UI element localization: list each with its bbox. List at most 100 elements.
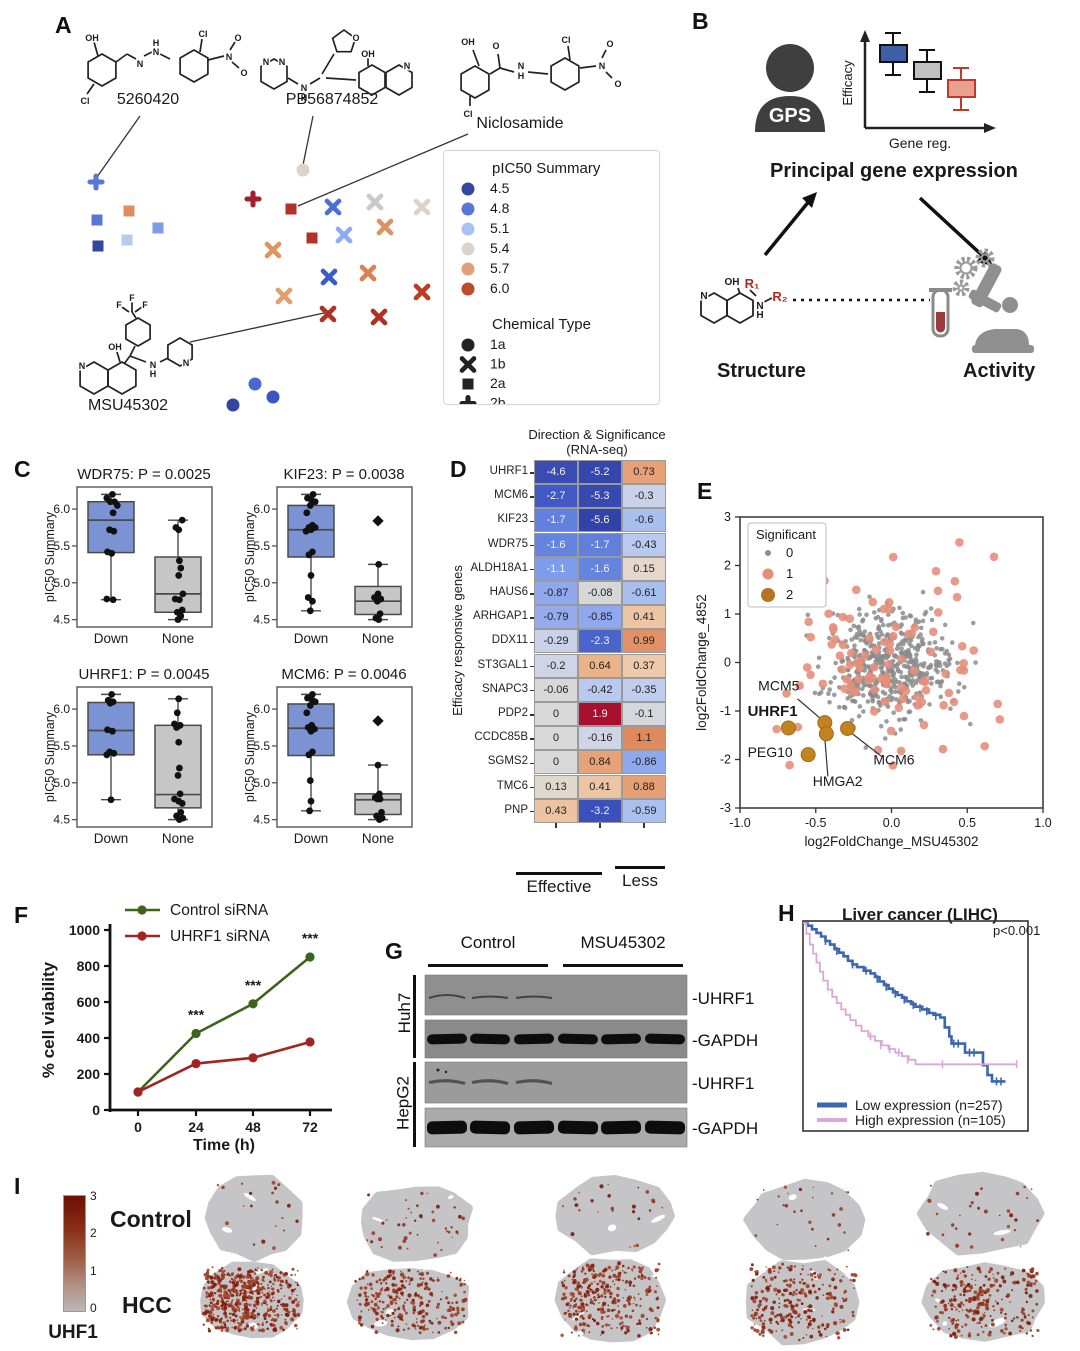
heatmap-cell: -5.6: [578, 508, 622, 533]
svg-text:GPS: GPS: [769, 105, 811, 127]
uhrf1-band-label-2: -UHRF1: [692, 1074, 755, 1093]
heatmap-cell: -3.2: [578, 798, 622, 823]
svg-text:4.5: 4.5: [53, 813, 70, 827]
heatmap-cell: -1.7: [534, 508, 578, 533]
svg-text:Down: Down: [94, 631, 129, 646]
svg-text:6.0: 6.0: [53, 502, 70, 516]
svg-text:pIC50 Summary: pIC50 Summary: [492, 160, 601, 177]
svg-text:72: 72: [302, 1119, 318, 1135]
svg-text:pIC50 Summary: pIC50 Summary: [45, 511, 57, 602]
svg-text:N: N: [756, 301, 763, 312]
svg-text:1a: 1a: [490, 336, 506, 352]
svg-text:5.4: 5.4: [490, 240, 510, 256]
svg-text:-0.5: -0.5: [805, 816, 827, 830]
heatmap-cell: -1.6: [534, 532, 578, 557]
svg-text:6.0: 6.0: [490, 280, 510, 296]
svg-text:5.5: 5.5: [253, 739, 270, 753]
hcc-tissue-section: [554, 1258, 666, 1343]
svg-text:H: H: [153, 38, 160, 48]
svg-text:24: 24: [188, 1119, 204, 1135]
svg-text:H: H: [518, 71, 525, 81]
svg-text:PB56874852: PB56874852: [286, 91, 379, 108]
heatmap-cell: -0.87: [534, 581, 578, 605]
heatmap-cell: 0.15: [622, 556, 666, 581]
uhrf1-band-label-1: -UHRF1: [692, 989, 755, 1008]
svg-text:0.0: 0.0: [883, 816, 900, 830]
svg-text:1: 1: [724, 607, 731, 621]
svg-text:Down: Down: [294, 631, 329, 646]
heatmap-cell: -2.3: [578, 629, 622, 654]
svg-text:4.5: 4.5: [53, 613, 70, 627]
compound-point: [366, 193, 384, 211]
svg-text:0: 0: [724, 656, 731, 670]
svg-text:MCM5: MCM5: [758, 678, 799, 694]
heatmap-cell: 0: [534, 702, 578, 726]
compound-point: [306, 232, 318, 244]
activity-label: Activity: [963, 360, 1036, 382]
svg-text:-1: -1: [720, 704, 731, 718]
msu-lanes-underline: [563, 964, 683, 967]
heatmap-cell: -0.6: [622, 508, 666, 533]
svg-text:1000: 1000: [69, 922, 100, 938]
gapdh-band-label-1: -GAPDH: [692, 1031, 759, 1050]
svg-text:2a: 2a: [490, 375, 506, 391]
compound-point: [359, 264, 377, 282]
compound-point: [370, 308, 388, 326]
heatmap-cell: 0: [534, 726, 578, 751]
panel-e-scatter: 3 2 1 0 -1 -2 -3-1.0 -0.5 0.0 0.5 1.0 log2FoldChang…: [694, 510, 1052, 849]
gene-point-hmga2: [818, 726, 834, 742]
svg-text:1.0: 1.0: [1034, 816, 1051, 830]
heatmap-cell: -0.2: [534, 653, 578, 678]
panel-g-western-blots: [424, 974, 688, 1148]
svg-text:F: F: [142, 300, 148, 310]
hepg2-label: HepG2: [393, 1076, 413, 1130]
svg-text:% cell viability: % cell viability: [39, 961, 58, 1078]
svg-text:Low expression (n=257): Low expression (n=257): [855, 1098, 1003, 1113]
hcc-tissue-section: [745, 1260, 860, 1346]
hcc-tissue-section: [200, 1261, 304, 1339]
svg-text:2: 2: [786, 587, 793, 602]
svg-text:2: 2: [724, 559, 731, 573]
gene-point-mcm6: [840, 720, 856, 736]
heatmap-gene-label: SGMS2: [487, 755, 528, 768]
svg-text:N: N: [518, 61, 525, 71]
heatmap-cell: 0: [534, 750, 578, 775]
heatmap-gene-label: ST3GAL1: [477, 658, 529, 671]
svg-text:5.5: 5.5: [53, 739, 70, 753]
heatmap-cell: -0.1: [622, 702, 666, 726]
heatmap-cell: -1.6: [578, 556, 622, 581]
svg-text:***: ***: [188, 1007, 205, 1023]
heatmap-cell: -0.06: [534, 677, 578, 702]
svg-text:MCM6: P = 0.0046: MCM6: P = 0.0046: [281, 666, 406, 683]
svg-text:N: N: [226, 52, 233, 62]
svg-text:N: N: [279, 57, 286, 67]
svg-text:O: O: [492, 41, 499, 51]
compound-point: [226, 398, 240, 412]
colorbar-tick-0: 0: [90, 1301, 97, 1315]
svg-text:UHRF1: P = 0.0045: UHRF1: P = 0.0045: [78, 666, 209, 683]
heatmap-gene-label: CCDC85B: [474, 731, 528, 744]
colorbar-tick-2: 2: [90, 1226, 97, 1240]
svg-text:N: N: [599, 61, 606, 71]
compound-point: [285, 203, 297, 215]
svg-text:HMGA2: HMGA2: [813, 773, 863, 789]
svg-text:0.5: 0.5: [959, 816, 976, 830]
hcc-tissue-section: [346, 1261, 470, 1341]
heatmap-cell: 0.99: [622, 629, 666, 654]
hcc-tissue-section: [921, 1262, 1045, 1342]
svg-text:5.5: 5.5: [53, 539, 70, 553]
svg-text:Cl: Cl: [81, 96, 90, 106]
heatmap-cell: -0.61: [622, 581, 666, 605]
uhf1-colorbar-label: UHF1: [48, 1322, 98, 1343]
heatmap-title-line1: Direction & Significance: [528, 427, 666, 442]
km-curve-high: [803, 922, 1017, 1066]
heatmap-cell: 0.41: [622, 605, 666, 630]
control-tissue-section: [555, 1175, 675, 1256]
uhf1-colorbar: [63, 1195, 86, 1312]
panel-f-label: F: [14, 902, 29, 928]
svg-text:UHRF1 siRNA: UHRF1 siRNA: [170, 928, 271, 945]
svg-text:UHRF1: UHRF1: [748, 703, 798, 720]
